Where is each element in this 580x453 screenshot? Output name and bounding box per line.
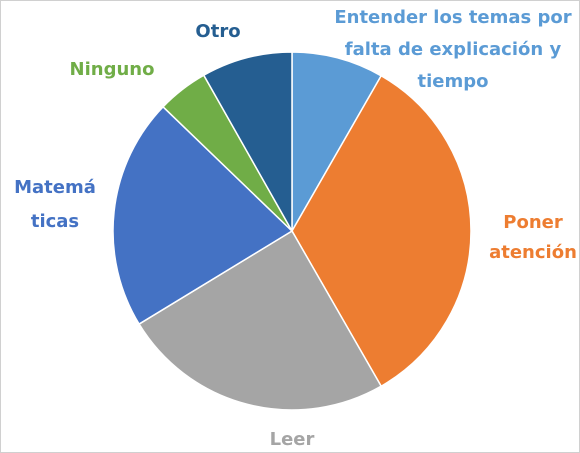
- slice-label: Matemá: [14, 177, 96, 198]
- slice-label: Otro: [195, 21, 240, 42]
- pie-slice: [202, 51, 293, 234]
- pie-slice: [138, 229, 383, 411]
- slice-label: Ninguno: [70, 59, 155, 80]
- slice-label: falta de explicación y: [345, 39, 562, 60]
- pie-slice: [112, 105, 294, 326]
- slice-label: Entender los temas por: [334, 7, 571, 28]
- pie-slice: [291, 51, 383, 234]
- slice-label: tiempo: [418, 71, 489, 92]
- slice-label: Poner: [503, 212, 563, 233]
- slice-label: Leer: [270, 429, 315, 450]
- slice-label: ticas: [31, 211, 79, 232]
- slice-label: atención: [489, 242, 577, 263]
